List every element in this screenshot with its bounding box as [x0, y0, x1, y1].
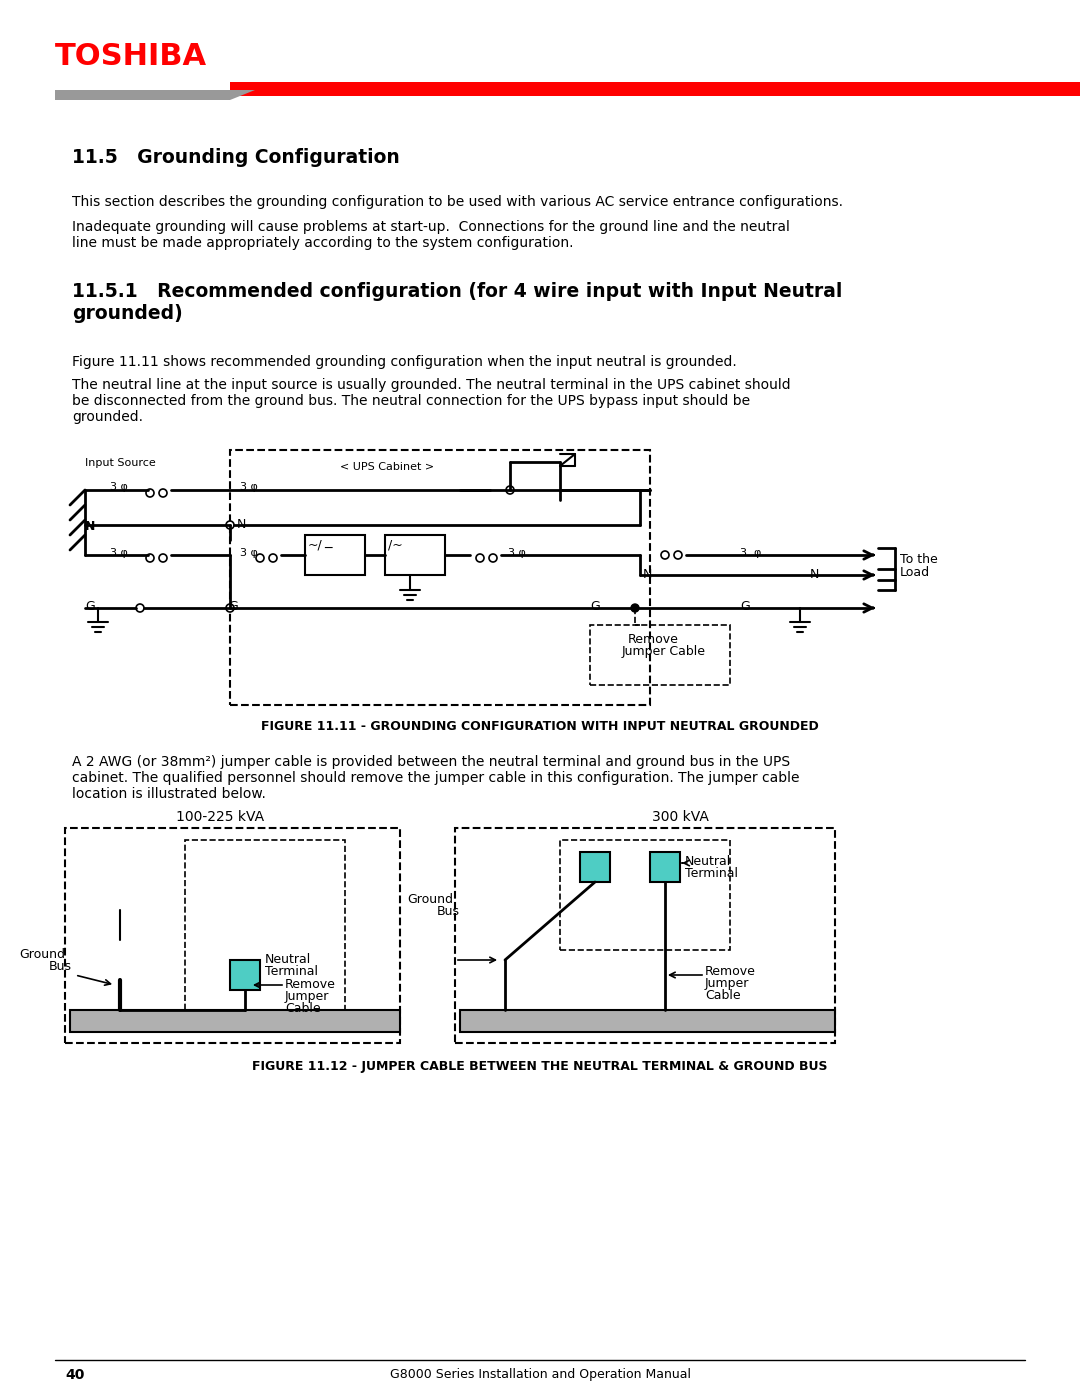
Text: To the: To the [900, 553, 937, 566]
Text: ~/: ~/ [308, 538, 323, 550]
Text: Jumper: Jumper [285, 990, 329, 1003]
Circle shape [226, 604, 234, 612]
Text: /~: /~ [388, 538, 403, 550]
Circle shape [507, 486, 514, 495]
Text: G: G [590, 599, 599, 613]
Bar [384, 535, 445, 576]
Text: 100-225 kVA: 100-225 kVA [176, 810, 265, 824]
Text: Cable: Cable [705, 989, 741, 1002]
Text: Jumper: Jumper [705, 977, 750, 990]
Text: G8000 Series Installation and Operation Manual: G8000 Series Installation and Operation … [390, 1368, 690, 1382]
Text: Ground: Ground [19, 949, 65, 961]
Bar [70, 1010, 400, 1032]
Circle shape [226, 521, 234, 529]
Polygon shape [230, 82, 1080, 96]
Polygon shape [55, 89, 255, 101]
Text: 3  φ: 3 φ [740, 548, 761, 557]
Text: This section describes the grounding configuration to be used with various AC se: This section describes the grounding con… [72, 196, 843, 210]
Text: Jumper Cable: Jumper Cable [622, 645, 706, 658]
Text: Ground: Ground [407, 893, 453, 907]
Text: Remove: Remove [285, 978, 336, 990]
Text: Load: Load [900, 566, 930, 578]
Text: 3 φ: 3 φ [110, 548, 127, 557]
Bar [230, 960, 260, 990]
Circle shape [146, 555, 154, 562]
Text: < UPS Cabinet >: < UPS Cabinet > [340, 462, 434, 472]
Circle shape [661, 550, 669, 559]
Text: Figure 11.11 shows recommended grounding configuration when the input neutral is: Figure 11.11 shows recommended grounding… [72, 355, 737, 369]
Circle shape [631, 604, 639, 612]
Circle shape [136, 604, 144, 612]
Text: 40: 40 [65, 1368, 84, 1382]
Bar [185, 840, 345, 1010]
Bar [230, 450, 650, 705]
Circle shape [159, 555, 167, 562]
Text: Remove: Remove [705, 965, 756, 978]
Text: 3 φ: 3 φ [240, 482, 258, 492]
Text: N: N [643, 569, 652, 581]
Circle shape [476, 555, 484, 562]
Text: Bus: Bus [49, 960, 72, 972]
Bar [580, 852, 610, 882]
Bar [460, 1010, 835, 1032]
Text: Terminal: Terminal [265, 965, 318, 978]
Bar [561, 840, 730, 950]
Bar [650, 852, 680, 882]
Bar [0, 0, 1080, 101]
Text: Neutral: Neutral [265, 953, 311, 965]
Text: 11.5   Grounding Configuration: 11.5 Grounding Configuration [72, 148, 400, 168]
Text: FIGURE 11.11 - GROUNDING CONFIGURATION WITH INPUT NEUTRAL GROUNDED: FIGURE 11.11 - GROUNDING CONFIGURATION W… [261, 719, 819, 733]
Circle shape [489, 555, 497, 562]
Bar [65, 828, 400, 1044]
Text: TOSHIBA: TOSHIBA [55, 42, 207, 71]
Text: 3 φ: 3 φ [508, 548, 526, 557]
Text: Terminal: Terminal [685, 868, 738, 880]
Text: G: G [740, 599, 750, 613]
Text: Neutral: Neutral [685, 855, 731, 868]
Text: Remove: Remove [627, 633, 679, 645]
Text: 300 kVA: 300 kVA [651, 810, 708, 824]
Text: 3 φ: 3 φ [240, 548, 258, 557]
Text: FIGURE 11.12 - JUMPER CABLE BETWEEN THE NEUTRAL TERMINAL & GROUND BUS: FIGURE 11.12 - JUMPER CABLE BETWEEN THE … [253, 1060, 827, 1073]
Text: G: G [85, 599, 95, 613]
Text: ─: ─ [324, 542, 332, 555]
Text: Inadequate grounding will cause problems at start-up.  Connections for the groun: Inadequate grounding will cause problems… [72, 219, 789, 250]
Text: 3 φ: 3 φ [110, 482, 127, 492]
Text: The neutral line at the input source is usually grounded. The neutral terminal i: The neutral line at the input source is … [72, 379, 791, 425]
Circle shape [159, 489, 167, 497]
Circle shape [256, 555, 264, 562]
Circle shape [269, 555, 276, 562]
Text: G: G [228, 599, 238, 613]
Circle shape [674, 550, 681, 559]
Text: A 2 AWG (or 38mm²) jumper cable is provided between the neutral terminal and gro: A 2 AWG (or 38mm²) jumper cable is provi… [72, 754, 799, 802]
Text: N: N [237, 518, 246, 531]
Bar [590, 624, 730, 685]
Text: Cable: Cable [285, 1002, 321, 1016]
Bar [455, 828, 835, 1044]
Text: Bus: Bus [437, 905, 460, 918]
Circle shape [146, 489, 154, 497]
Text: N: N [810, 569, 820, 581]
Text: 11.5.1   Recommended configuration (for 4 wire input with Input Neutral
grounded: 11.5.1 Recommended configuration (for 4 … [72, 282, 842, 323]
Text: Input Source: Input Source [85, 458, 156, 468]
Text: N: N [85, 520, 95, 534]
Bar [305, 535, 365, 576]
